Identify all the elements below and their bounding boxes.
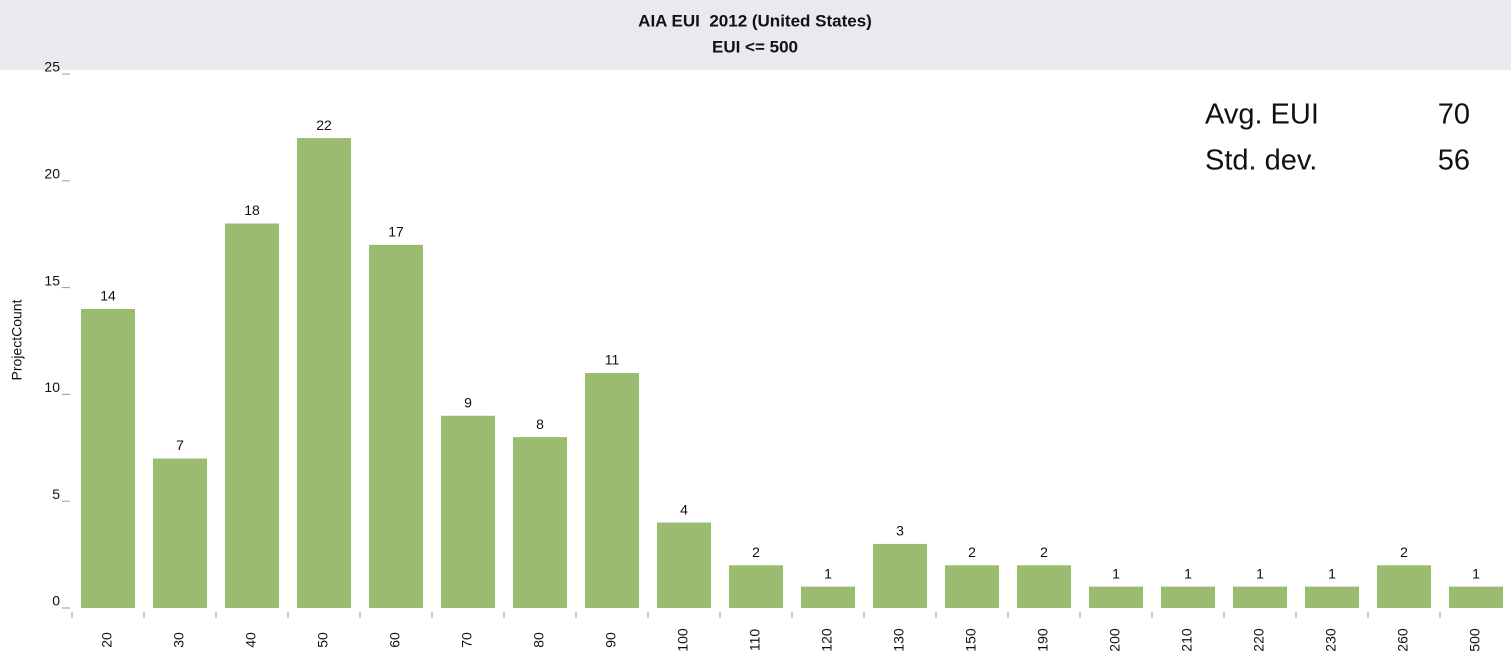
x-tick-label: 200 xyxy=(1107,628,1123,652)
bar xyxy=(1233,586,1287,608)
value-label: 1 xyxy=(1184,565,1192,581)
value-label: 1 xyxy=(1328,565,1336,581)
x-tick-label: 20 xyxy=(99,632,115,648)
bar xyxy=(873,543,927,608)
stat-label: Avg. EUI xyxy=(1205,99,1319,131)
value-label: 1 xyxy=(824,565,832,581)
bar xyxy=(225,223,279,608)
x-tick-label: 500 xyxy=(1467,628,1483,652)
value-label: 14 xyxy=(100,288,116,304)
bar xyxy=(1305,586,1359,608)
y-tick-label: 0 xyxy=(52,593,60,609)
bar xyxy=(945,565,999,608)
stat-value: 56 xyxy=(1438,145,1470,177)
value-label: 2 xyxy=(1040,544,1048,560)
y-tick-label: 25 xyxy=(44,59,60,75)
y-tick-label: 10 xyxy=(44,379,60,395)
y-tick-label: 5 xyxy=(52,486,60,502)
value-label: 11 xyxy=(605,352,620,368)
value-label: 2 xyxy=(1400,544,1408,560)
x-tick-label: 120 xyxy=(819,628,835,652)
stat-label: Std. dev. xyxy=(1205,145,1317,177)
value-label: 7 xyxy=(176,437,184,453)
y-tick-label: 20 xyxy=(44,166,60,182)
value-label: 1 xyxy=(1112,565,1120,581)
y-tick-label: 15 xyxy=(44,272,60,288)
x-tick-label: 190 xyxy=(1035,628,1051,652)
bar xyxy=(1449,586,1503,608)
chart-title: AIA EUI 2012 (United States) xyxy=(638,11,872,30)
x-tick-label: 260 xyxy=(1395,628,1411,652)
value-label: 17 xyxy=(388,224,404,240)
value-label: 2 xyxy=(968,544,976,560)
bar xyxy=(153,458,207,608)
x-tick-label: 70 xyxy=(459,632,475,648)
value-label: 4 xyxy=(680,501,688,517)
value-label: 1 xyxy=(1256,565,1264,581)
chart-subtitle: EUI <= 500 xyxy=(712,37,798,56)
x-tick-label: 210 xyxy=(1179,628,1195,652)
bar xyxy=(369,244,423,608)
x-tick-label: 30 xyxy=(171,632,187,648)
title-band xyxy=(0,0,1511,70)
x-tick-label: 110 xyxy=(747,629,763,652)
value-label: 22 xyxy=(316,117,332,133)
bar xyxy=(657,522,711,608)
value-label: 18 xyxy=(244,202,260,218)
value-label: 3 xyxy=(896,523,904,539)
x-tick-label: 80 xyxy=(531,632,547,648)
x-tick-label: 90 xyxy=(603,632,619,648)
bar xyxy=(1377,565,1431,608)
x-tick-label: 50 xyxy=(315,632,331,648)
bar xyxy=(297,138,351,608)
value-label: 9 xyxy=(464,394,472,410)
bar xyxy=(441,415,495,608)
bar xyxy=(585,373,639,608)
bar xyxy=(1161,586,1215,608)
x-tick-label: 150 xyxy=(963,628,979,652)
x-tick-label: 230 xyxy=(1323,628,1339,652)
value-label: 2 xyxy=(752,544,760,560)
bar xyxy=(1017,565,1071,608)
bar xyxy=(81,308,135,608)
value-label: 8 xyxy=(536,416,544,432)
x-tick-label: 100 xyxy=(675,628,691,652)
x-tick-label: 60 xyxy=(387,632,403,648)
bar xyxy=(513,437,567,608)
y-axis-label: ProjectCount xyxy=(9,299,25,380)
x-tick-label: 220 xyxy=(1251,628,1267,652)
bar xyxy=(1089,586,1143,608)
bar xyxy=(729,565,783,608)
stat-value: 70 xyxy=(1438,99,1470,131)
value-label: 1 xyxy=(1472,565,1480,581)
x-tick-label: 130 xyxy=(891,628,907,652)
x-tick-label: 40 xyxy=(243,632,259,648)
bar xyxy=(801,586,855,608)
